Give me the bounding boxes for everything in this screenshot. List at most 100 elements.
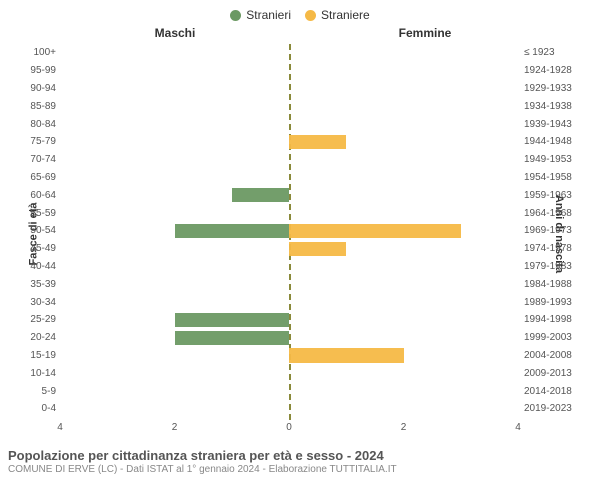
- male-half: [60, 364, 289, 382]
- age-label: 70-74: [18, 154, 56, 165]
- birth-year-label: 1979-1983: [524, 261, 588, 272]
- age-label: 0-4: [18, 403, 56, 414]
- male-half: [60, 400, 289, 418]
- pyramid-row: 90-941929-1933: [60, 80, 518, 98]
- birth-year-label: 1924-1928: [524, 65, 588, 76]
- pyramid-row: 80-841939-1943: [60, 115, 518, 133]
- female-half: [289, 80, 518, 98]
- age-label: 95-99: [18, 65, 56, 76]
- birth-year-label: 1999-2003: [524, 332, 588, 343]
- male-half: [60, 275, 289, 293]
- female-half: [289, 44, 518, 62]
- female-half: [289, 347, 518, 365]
- male-half: [60, 115, 289, 133]
- male-half: [60, 97, 289, 115]
- age-label: 30-34: [18, 297, 56, 308]
- age-label: 50-54: [18, 225, 56, 236]
- birth-year-label: 1954-1958: [524, 172, 588, 183]
- pyramid-row: 75-791944-1948: [60, 133, 518, 151]
- legend-label-female: Straniere: [321, 8, 370, 22]
- birth-year-label: 2014-2018: [524, 386, 588, 397]
- pyramid-row: 5-92014-2018: [60, 382, 518, 400]
- male-half: [60, 293, 289, 311]
- female-half: [289, 382, 518, 400]
- female-half: [289, 133, 518, 151]
- male-half: [60, 240, 289, 258]
- age-label: 20-24: [18, 332, 56, 343]
- birth-year-label: 1984-1988: [524, 279, 588, 290]
- bar-male: [175, 313, 290, 327]
- female-half: [289, 240, 518, 258]
- bar-female: [289, 135, 346, 149]
- female-half: [289, 329, 518, 347]
- birth-year-label: 1949-1953: [524, 154, 588, 165]
- x-tick-right: 4: [515, 422, 521, 433]
- birth-year-label: 2004-2008: [524, 350, 588, 361]
- bar-female: [289, 224, 461, 238]
- pyramid-row: 40-441979-1983: [60, 258, 518, 276]
- pyramid-row: 65-691954-1958: [60, 169, 518, 187]
- x-tick-left: 4: [57, 422, 63, 433]
- birth-year-label: 1929-1933: [524, 83, 588, 94]
- chart-footer: Popolazione per cittadinanza straniera p…: [0, 444, 600, 475]
- male-half: [60, 151, 289, 169]
- birth-year-label: 1939-1943: [524, 119, 588, 130]
- female-half: [289, 275, 518, 293]
- male-half: [60, 258, 289, 276]
- pyramid-row: 10-142009-2013: [60, 364, 518, 382]
- male-half: [60, 311, 289, 329]
- age-label: 100+: [18, 47, 56, 58]
- pyramid-row: 85-891934-1938: [60, 97, 518, 115]
- age-label: 40-44: [18, 261, 56, 272]
- birth-year-label: 1974-1978: [524, 243, 588, 254]
- female-half: [289, 293, 518, 311]
- legend-item-male: Stranieri: [230, 8, 291, 22]
- age-label: 75-79: [18, 136, 56, 147]
- header-male: Maschi: [0, 26, 300, 40]
- male-half: [60, 204, 289, 222]
- female-half: [289, 311, 518, 329]
- female-half: [289, 186, 518, 204]
- birth-year-label: 1964-1968: [524, 208, 588, 219]
- pyramid-row: 0-42019-2023: [60, 400, 518, 418]
- age-label: 25-29: [18, 314, 56, 325]
- bar-female: [289, 242, 346, 256]
- bar-male: [175, 224, 290, 238]
- age-label: 85-89: [18, 101, 56, 112]
- side-headers: Maschi Femmine: [0, 26, 600, 40]
- age-label: 15-19: [18, 350, 56, 361]
- chart-title: Popolazione per cittadinanza straniera p…: [8, 448, 592, 463]
- age-label: 10-14: [18, 368, 56, 379]
- pyramid-row: 25-291994-1998: [60, 311, 518, 329]
- female-half: [289, 62, 518, 80]
- pyramid-row: 55-591964-1968: [60, 204, 518, 222]
- age-label: 5-9: [18, 386, 56, 397]
- bar-female: [289, 348, 404, 362]
- age-label: 65-69: [18, 172, 56, 183]
- female-half: [289, 97, 518, 115]
- male-half: [60, 80, 289, 98]
- x-tick-left: 2: [172, 422, 178, 433]
- header-female: Femmine: [300, 26, 600, 40]
- pyramid-row: 70-741949-1953: [60, 151, 518, 169]
- plot-area: 100+≤ 192395-991924-192890-941929-193385…: [60, 44, 518, 420]
- birth-year-label: 1969-1973: [524, 225, 588, 236]
- female-half: [289, 204, 518, 222]
- female-half: [289, 400, 518, 418]
- x-axis: 024 24: [60, 422, 518, 440]
- birth-year-label: 2019-2023: [524, 403, 588, 414]
- bar-male: [175, 331, 290, 345]
- age-label: 55-59: [18, 208, 56, 219]
- birth-year-label: 1989-1993: [524, 297, 588, 308]
- birth-year-label: 1934-1938: [524, 101, 588, 112]
- pyramid-row: 45-491974-1978: [60, 240, 518, 258]
- male-half: [60, 329, 289, 347]
- male-half: [60, 222, 289, 240]
- pyramid-row: 95-991924-1928: [60, 62, 518, 80]
- female-half: [289, 151, 518, 169]
- male-half: [60, 133, 289, 151]
- age-label: 45-49: [18, 243, 56, 254]
- pyramid-row: 15-192004-2008: [60, 347, 518, 365]
- female-half: [289, 364, 518, 382]
- birth-year-label: 1994-1998: [524, 314, 588, 325]
